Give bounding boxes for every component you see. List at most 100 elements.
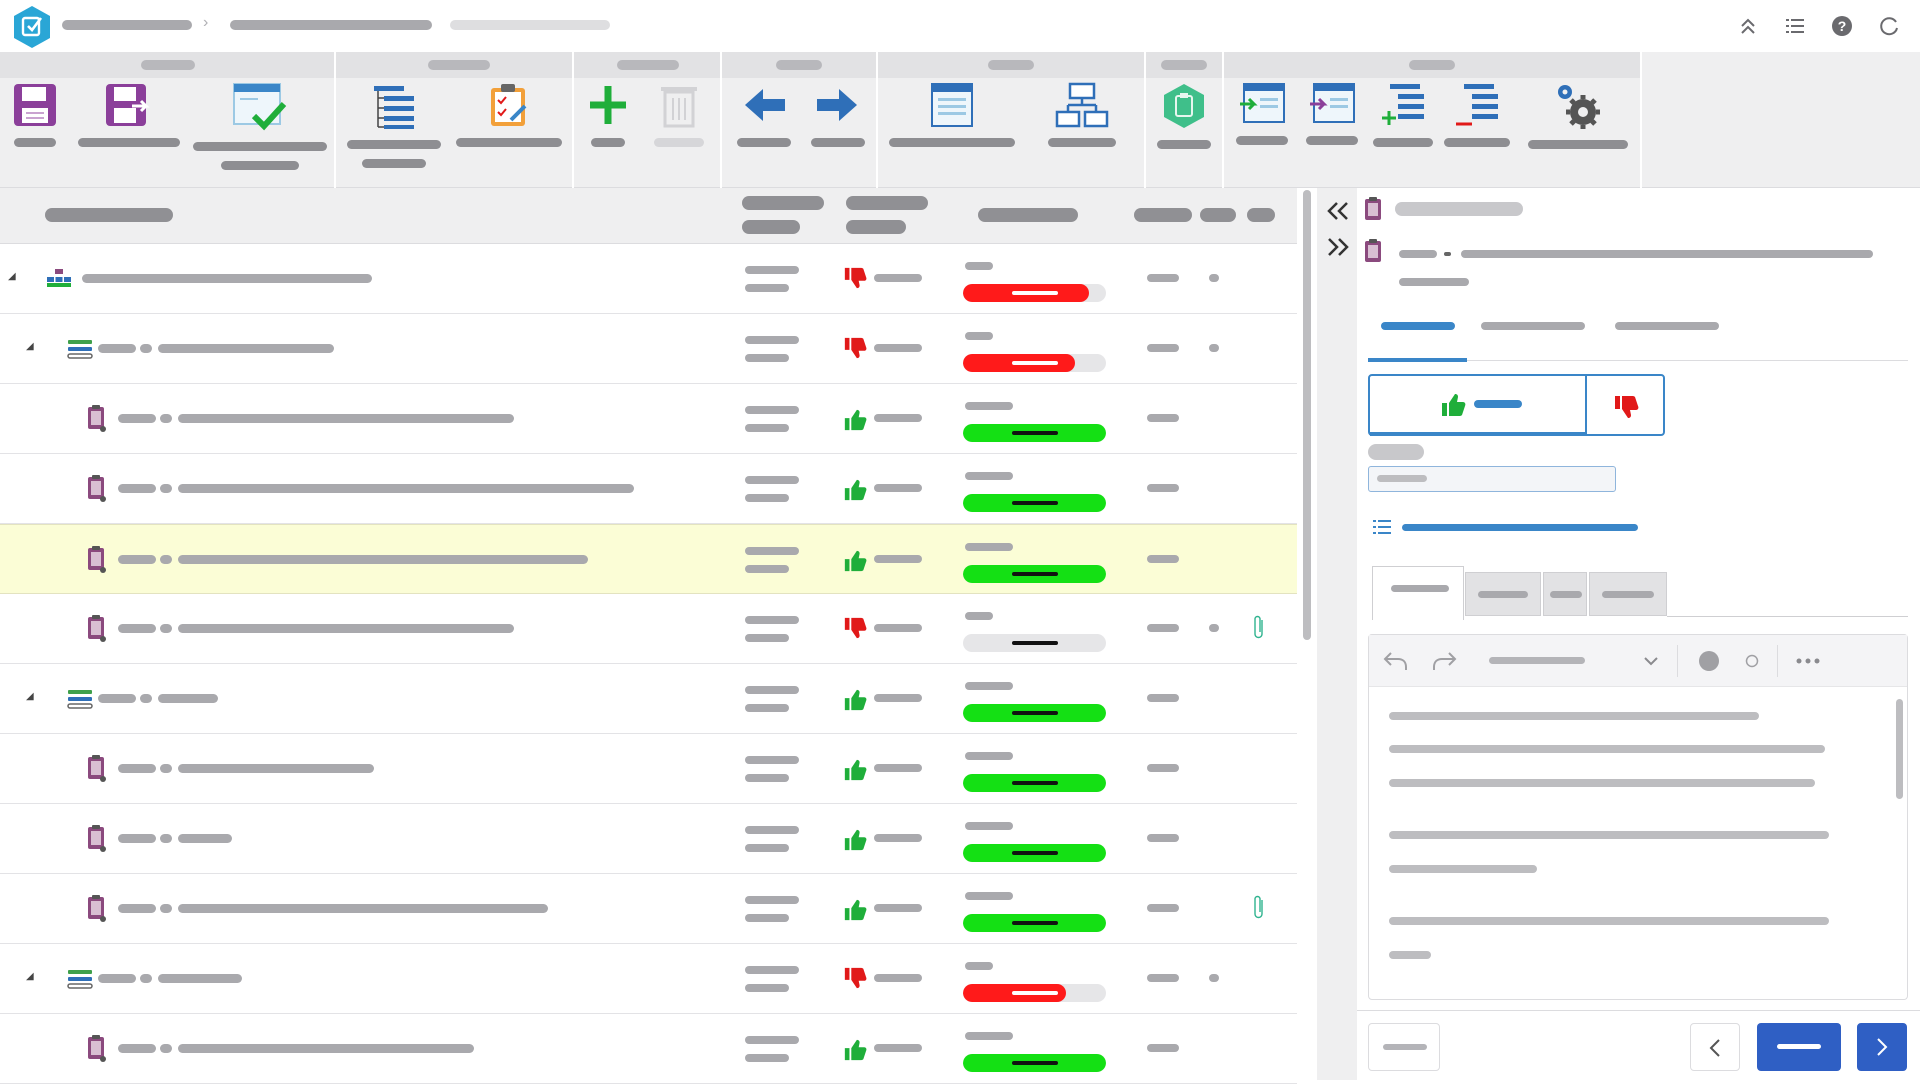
column-header-owner[interactable] xyxy=(1134,208,1192,222)
save-as-button[interactable] xyxy=(78,82,180,147)
next-item-button[interactable] xyxy=(810,82,866,147)
item-name xyxy=(178,764,374,773)
item-code xyxy=(118,555,156,564)
thumb-down-icon[interactable] xyxy=(843,336,867,365)
paragraph-style-select[interactable] xyxy=(1489,657,1585,664)
attachment-icon[interactable] xyxy=(1252,614,1266,645)
item-code xyxy=(98,694,136,703)
thumb-up-icon[interactable] xyxy=(843,549,867,578)
add-list-button[interactable] xyxy=(1372,82,1434,147)
clipboard-icon xyxy=(1365,239,1381,262)
thumb-up-icon[interactable] xyxy=(843,1038,867,1067)
table-row[interactable] xyxy=(0,804,1297,874)
table-row[interactable] xyxy=(0,874,1297,944)
expand-toggle-icon[interactable]: ◢ xyxy=(8,271,16,282)
subtab-attachments[interactable] xyxy=(1589,572,1667,616)
double-chevron-right-icon[interactable] xyxy=(1325,234,1351,260)
thumb-down-icon[interactable] xyxy=(843,266,867,295)
table-row[interactable] xyxy=(0,384,1297,454)
expand-toggle-icon[interactable]: ◢ xyxy=(26,691,34,702)
table-scrollbar[interactable] xyxy=(1303,190,1311,640)
clipboard-icon xyxy=(1365,197,1381,220)
item-code xyxy=(118,904,156,913)
item-name xyxy=(158,694,218,703)
column-header-status[interactable] xyxy=(978,208,1078,222)
tab-details[interactable] xyxy=(1381,322,1455,330)
column-header-result[interactable] xyxy=(742,196,824,210)
thumb-up-icon[interactable] xyxy=(843,898,867,927)
validate-button[interactable] xyxy=(192,82,328,170)
previous-button[interactable] xyxy=(1690,1023,1740,1071)
refresh-icon[interactable] xyxy=(1877,14,1901,38)
settings-button[interactable] xyxy=(1528,82,1628,149)
list-icon[interactable] xyxy=(1783,14,1807,38)
table-row[interactable] xyxy=(0,1014,1297,1084)
comment-input[interactable] xyxy=(1368,466,1616,492)
checkpoint-button[interactable] xyxy=(1156,82,1212,149)
column-header-attachment[interactable] xyxy=(1247,208,1275,222)
filled-circle-icon[interactable] xyxy=(1698,650,1720,672)
expand-toggle-icon[interactable]: ◢ xyxy=(26,341,34,352)
add-button[interactable] xyxy=(588,82,628,147)
breadcrumb-item[interactable] xyxy=(62,20,192,30)
column-header-vote[interactable] xyxy=(846,220,906,234)
thumb-down-icon[interactable] xyxy=(843,966,867,995)
status-label xyxy=(965,892,1013,900)
expand-toggle-icon[interactable]: ◢ xyxy=(26,971,34,982)
tab-related[interactable] xyxy=(1615,322,1719,330)
attachment-icon[interactable] xyxy=(1252,894,1266,925)
column-header-vote[interactable] xyxy=(846,196,928,210)
requirements-link[interactable] xyxy=(1402,524,1638,531)
thumb-down-icon[interactable] xyxy=(1613,394,1639,420)
table-row[interactable]: ◢ xyxy=(0,244,1297,314)
table-row[interactable]: ◢ xyxy=(0,944,1297,1014)
column-header-flag[interactable] xyxy=(1200,208,1236,222)
document-view-button[interactable] xyxy=(888,82,1016,147)
subtab-tasks[interactable] xyxy=(1543,572,1587,616)
save-button[interactable] xyxy=(10,82,60,147)
vote-up-button[interactable] xyxy=(1370,376,1587,436)
double-chevron-left-icon[interactable] xyxy=(1325,198,1351,224)
chevron-down-icon[interactable] xyxy=(1643,653,1659,669)
checklist-button[interactable] xyxy=(456,82,562,147)
column-header-name[interactable] xyxy=(45,208,173,222)
remove-list-button[interactable] xyxy=(1444,82,1510,147)
thumb-up-icon[interactable] xyxy=(843,758,867,787)
import-button[interactable] xyxy=(1234,82,1290,145)
previous-item-button[interactable] xyxy=(736,82,792,147)
checklist-logo-icon[interactable] xyxy=(12,5,52,49)
table-row[interactable] xyxy=(0,594,1297,664)
export-button[interactable] xyxy=(1304,82,1360,145)
thumb-up-icon[interactable] xyxy=(843,688,867,717)
save-next-button[interactable] xyxy=(1757,1023,1841,1071)
more-icon[interactable] xyxy=(1795,655,1821,667)
thumb-up-icon[interactable] xyxy=(843,478,867,507)
table-row[interactable] xyxy=(0,524,1297,594)
next-button[interactable] xyxy=(1857,1023,1907,1071)
undo-icon[interactable] xyxy=(1383,649,1409,673)
help-icon[interactable]: ? xyxy=(1830,14,1854,38)
outline-circle-icon[interactable] xyxy=(1745,654,1759,668)
table-row[interactable] xyxy=(0,734,1297,804)
editor-content[interactable] xyxy=(1369,687,1907,999)
subtab-evidence[interactable] xyxy=(1465,572,1541,616)
table-row[interactable]: ◢ xyxy=(0,314,1297,384)
redo-icon[interactable] xyxy=(1431,649,1457,673)
list-tree-button[interactable] xyxy=(346,82,442,168)
subtab-notes[interactable] xyxy=(1372,566,1464,620)
thumb-down-icon[interactable] xyxy=(843,616,867,645)
table-row[interactable] xyxy=(0,454,1297,524)
tab-history[interactable] xyxy=(1481,322,1585,330)
editor-scrollbar[interactable] xyxy=(1896,699,1903,799)
column-header-result[interactable] xyxy=(742,220,800,234)
thumb-up-icon[interactable] xyxy=(843,828,867,857)
delete-button[interactable] xyxy=(652,82,706,147)
hierarchy-view-button[interactable] xyxy=(1046,82,1118,147)
table-row[interactable]: ◢ xyxy=(0,664,1297,734)
cancel-button[interactable] xyxy=(1368,1023,1440,1071)
item-name xyxy=(178,414,514,423)
thumb-up-icon[interactable] xyxy=(843,408,867,437)
breadcrumb-item[interactable] xyxy=(230,20,432,30)
collapse-up-icon[interactable] xyxy=(1736,14,1760,38)
owner-value xyxy=(1147,624,1179,632)
